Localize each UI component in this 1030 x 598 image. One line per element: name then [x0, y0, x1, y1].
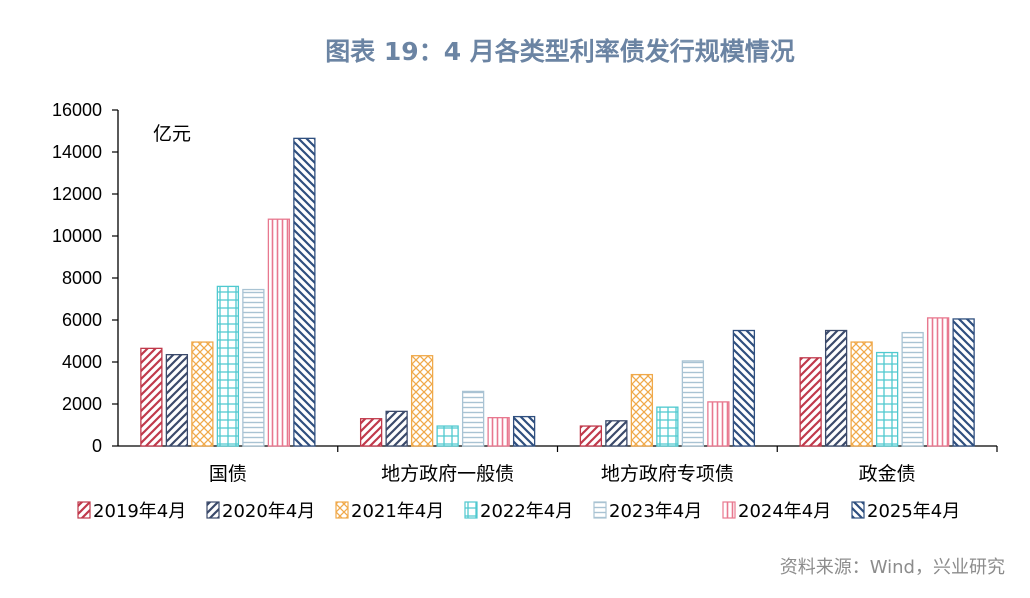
bar: [216, 285, 240, 447]
bar: [512, 415, 536, 447]
legend-item: 2020年4月: [206, 501, 315, 522]
y-tick-label: 14000: [52, 142, 102, 162]
legend-swatch: [722, 501, 736, 519]
legend-label: 2023年4月: [609, 501, 702, 522]
source-note: 资料来源：Wind，兴业研究: [780, 557, 1005, 578]
unit-label: 亿元: [153, 123, 191, 145]
bar: [165, 353, 189, 447]
bar: [436, 425, 459, 447]
bar: [824, 329, 848, 447]
bar: [952, 318, 975, 447]
bar: [799, 357, 822, 447]
y-tick-label: 8000: [62, 268, 102, 288]
bar: [656, 406, 679, 447]
bar: [410, 355, 434, 447]
y-tick-label: 0: [92, 436, 102, 456]
x-category-label: 地方政府专项债: [601, 463, 734, 485]
bar: [681, 360, 705, 447]
x-category-label: 国债: [209, 463, 247, 485]
legend-swatch: [464, 501, 478, 519]
bar: [850, 341, 873, 447]
bar: [926, 317, 950, 447]
y-tick-label: 6000: [62, 310, 102, 330]
legend-item: 2019年4月: [77, 501, 186, 522]
bar: [242, 288, 265, 447]
bar: [901, 331, 924, 447]
y-tick-label: 16000: [52, 100, 102, 120]
bar: [605, 420, 628, 447]
legend-swatch: [851, 501, 865, 519]
bar: [487, 416, 510, 447]
y-tick-label: 4000: [62, 352, 102, 372]
legend-item: 2024年4月: [722, 501, 831, 522]
legend-item: 2025年4月: [851, 501, 960, 522]
bar: [140, 347, 163, 447]
bar: [267, 218, 291, 447]
x-category-label: 政金债: [859, 463, 916, 485]
bar: [579, 425, 603, 447]
legend-item: 2022年4月: [464, 501, 573, 522]
bar: [630, 373, 654, 447]
bar: [385, 410, 408, 447]
legend-label: 2022年4月: [480, 501, 573, 522]
legend-label: 2024年4月: [738, 501, 831, 522]
tick-labels: 16000 14000 12000 10000 8000 6000 4000 2000 0 国债 地…: [52, 100, 916, 485]
legend: 2019年4月 2020年4月 2021年4月 2022年4月 2023年4月 2024年…: [77, 501, 960, 522]
legend-swatch: [593, 501, 607, 519]
bar: [359, 418, 383, 447]
legend-label: 2021年4月: [351, 501, 444, 522]
legend-label: 2019年4月: [93, 501, 186, 522]
bar: [732, 329, 756, 447]
bars: [140, 137, 975, 447]
legend-item: 2023年4月: [593, 501, 702, 522]
bar: [293, 137, 316, 447]
y-tick-label: 2000: [62, 394, 102, 414]
legend-label: 2020年4月: [222, 501, 315, 522]
legend-swatch: [335, 501, 349, 519]
legend-swatch: [206, 501, 220, 519]
y-tick-label: 10000: [52, 226, 102, 246]
bar: [461, 390, 485, 447]
x-category-label: 地方政府一般债: [381, 463, 514, 485]
legend-label: 2025年4月: [867, 501, 960, 522]
y-tick-label: 12000: [52, 184, 102, 204]
bar: [191, 341, 214, 447]
legend-item: 2021年4月: [335, 501, 444, 522]
legend-swatch: [77, 501, 91, 519]
chart-title: 图表 19：4 月各类型利率债发行规模情况: [325, 37, 795, 66]
bar: [875, 351, 899, 447]
bar: [707, 401, 730, 447]
